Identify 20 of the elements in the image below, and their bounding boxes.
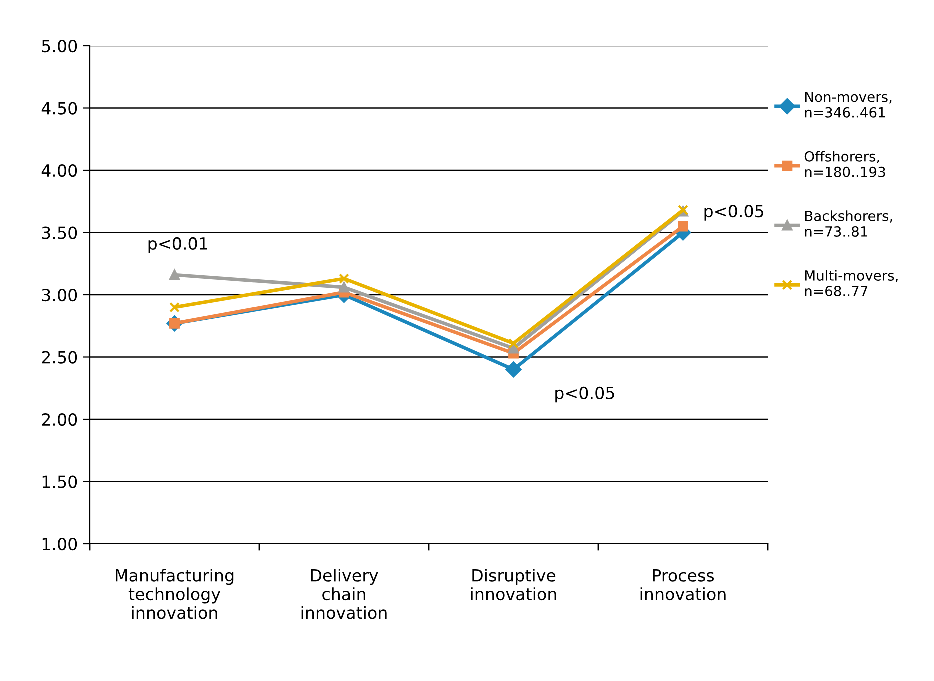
y-tick-label: 1.00 [42, 538, 78, 551]
legend-label: Backshorers, n=73..81 [805, 210, 892, 237]
x-tick-label: Process innovation [640, 570, 726, 601]
annotation: p<0.05 [556, 386, 614, 403]
y-tick-label: 3.00 [42, 288, 78, 302]
legend-label: Offshorers, n=180..193 [804, 151, 886, 178]
y-tick-label: 4.50 [42, 102, 78, 115]
x-tick-label: Manufacturing technology innovation [116, 569, 234, 620]
annotation: p<0.01 [148, 237, 208, 254]
y-tick-label: 2.50 [42, 351, 78, 364]
legend-label: Multi-movers, n=68..77 [805, 270, 898, 297]
y-tick-label: 1.50 [42, 476, 78, 488]
x-tick-label: Disruptive innovation [471, 569, 556, 601]
x-tick-label: Delivery chain innovation [302, 569, 387, 620]
y-tick-label: 2.00 [42, 413, 78, 426]
annotation: p<0.05 [704, 205, 764, 221]
legend-label: Non-movers, n=346..461 [805, 92, 892, 118]
y-tick-label: 4.00 [42, 164, 78, 178]
y-tick-label: 3.50 [42, 226, 78, 240]
y-tick-label: 5.00 [42, 40, 78, 53]
